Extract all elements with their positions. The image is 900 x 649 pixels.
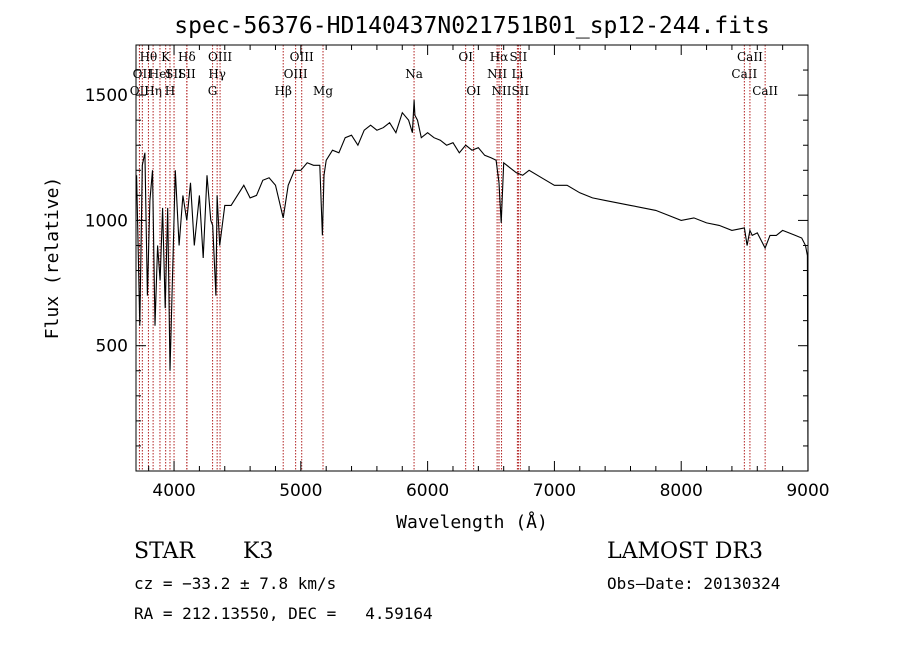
object-class: STAR (134, 539, 195, 564)
object-subclass: K3 (243, 539, 274, 564)
marker-label-k: K (161, 50, 171, 64)
marker-label-hβ: Hβ (275, 84, 292, 98)
marker-label-na: Na (405, 67, 423, 81)
coordinates-readout: RA = 212.13550, DEC = 4.59164 (134, 604, 433, 623)
observation-date: Obs–Date: 20130324 (607, 574, 781, 593)
x-tick-label: 5000 (279, 481, 322, 501)
spectrum-line (136, 100, 809, 472)
marker-label-caii: CaII (737, 50, 763, 64)
marker-label-hθ: Hθ (140, 50, 158, 64)
x-tick-label: 7000 (533, 481, 576, 501)
marker-label-oiii: OIII (284, 67, 308, 81)
marker-label-nii: NII (487, 67, 507, 81)
x-tick-label: 9000 (786, 481, 829, 501)
marker-label-g: G (208, 84, 218, 98)
y-tick-label: 1000 (85, 211, 128, 231)
marker-label-mg: Mg (313, 84, 333, 98)
chart-title: spec-56376-HD140437N021751B01_sp12-244.f… (174, 13, 769, 39)
marker-label-oii: OII (130, 84, 150, 98)
marker-label-oi: OI (466, 84, 481, 98)
marker-label-caii: CaII (731, 67, 757, 81)
survey-label: LAMOST DR3 (607, 539, 763, 564)
marker-label-oiii: OIII (208, 50, 232, 64)
x-axis-label: Wavelength (Å) (396, 511, 548, 533)
x-tick-label: 8000 (660, 481, 703, 501)
x-tick-label: 6000 (406, 481, 449, 501)
y-tick-label: 500 (96, 337, 128, 357)
marker-label-sii: SII (178, 67, 196, 81)
axis-ticks: 4000 5000 6000 7000 8000 9000 500 1000 1500 (85, 45, 830, 501)
marker-label-oiii: OIII (290, 50, 314, 64)
marker-label-hγ: Hγ (208, 67, 226, 81)
marker-label-hη: Hη (144, 84, 162, 98)
marker-label-caii: CaII (752, 84, 778, 98)
x-tick-label: 4000 (152, 481, 195, 501)
marker-label-oi: OI (458, 50, 473, 64)
marker-label-nii: NII (492, 84, 512, 98)
y-axis-label: Flux (relative) (42, 177, 63, 340)
emission-line-markers: OIIOIIHθHηHeIKHSIIHδSIIGHγOIIIHβOIIIOIII… (130, 45, 778, 471)
marker-label-sii: SII (511, 84, 529, 98)
y-tick-label: 1500 (85, 86, 128, 106)
redshift-readout: cz = −33.2 ± 7.8 km/s (134, 574, 337, 593)
marker-label-sii: SII (510, 50, 528, 64)
marker-label-hα: Hα (490, 50, 509, 64)
marker-label-h: H (165, 84, 175, 98)
marker-label-sii: SII (165, 67, 183, 81)
plot-frame (135, 44, 809, 472)
marker-label-li: Li (511, 67, 523, 81)
